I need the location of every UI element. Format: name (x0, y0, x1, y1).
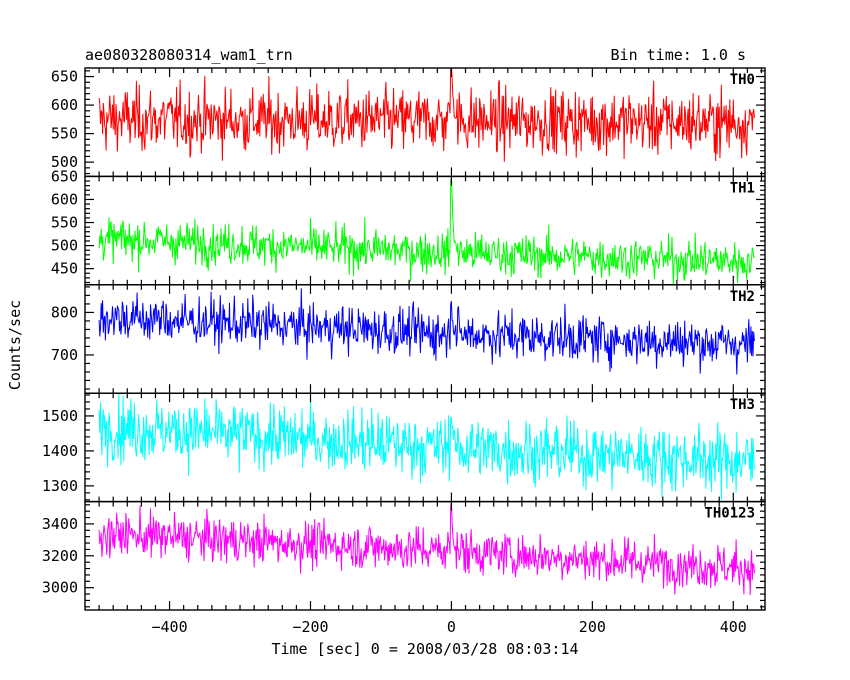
panel-label-th3: TH3 (730, 397, 755, 413)
series-th2 (98, 288, 755, 375)
series-th3 (98, 393, 755, 501)
y-tick-label: 1400 (42, 442, 78, 460)
x-tick-label: 200 (579, 618, 606, 636)
panel-label-th0123: TH0123 (704, 506, 755, 522)
x-tick-label: 0 (447, 618, 456, 636)
y-tick-label: 650 (51, 167, 78, 185)
series-th0 (98, 68, 755, 162)
y-tick-label: 550 (51, 125, 78, 143)
series-th0123 (98, 501, 755, 596)
series-th1 (98, 177, 755, 285)
panel-label-th1: TH1 (730, 180, 755, 196)
x-axis: −400 −200 0 200 400 (151, 618, 746, 636)
y-tick-label: 3000 (42, 579, 78, 597)
y-tick-label: 700 (51, 346, 78, 364)
panel-label-th0: TH0 (730, 72, 755, 88)
y-tick-label: 450 (51, 260, 78, 278)
y-tick-label: 1300 (42, 477, 78, 495)
bin-time-label: Bin time: 1.0 s (611, 46, 746, 64)
chart-title: ae080328080314_wam1_trn (85, 46, 293, 64)
y-tick-label: 3200 (42, 547, 78, 565)
y-tick-label: 650 (51, 68, 78, 86)
y-tick-label: 550 (51, 214, 78, 232)
y-axis-label: Counts/sec (6, 300, 24, 390)
panel-label-th2: TH2 (730, 289, 755, 305)
panel-th2: 700 800 TH2 (51, 284, 766, 394)
y-tick-label: 500 (51, 237, 78, 255)
panel-th0123: 3000 3200 3400 TH0123 (42, 500, 766, 611)
y-tick-label: 1500 (42, 407, 78, 425)
panel-frame (84, 284, 766, 394)
y-tick-label: 600 (51, 96, 78, 114)
y-tick-label: 600 (51, 190, 78, 208)
panel-th3: 1300 1400 1500 TH3 (42, 392, 766, 503)
panel-th1: 450 500 550 600 650 TH1 (51, 167, 766, 286)
panels-group: 500 550 600 650 TH0 450 500 550 600 650 TH1 700 800 T… (42, 67, 766, 611)
x-axis-label: Time [sec] 0 = 2008/03/28 08:03:14 (271, 640, 578, 658)
y-tick-label: 500 (51, 153, 78, 171)
y-tick-label: 3400 (42, 515, 78, 533)
x-tick-label: −200 (292, 618, 328, 636)
x-tick-label: 400 (720, 618, 747, 636)
y-tick-label: 800 (51, 303, 78, 321)
x-tick-label: −400 (151, 618, 187, 636)
panel-th0: 500 550 600 650 TH0 (51, 67, 766, 178)
